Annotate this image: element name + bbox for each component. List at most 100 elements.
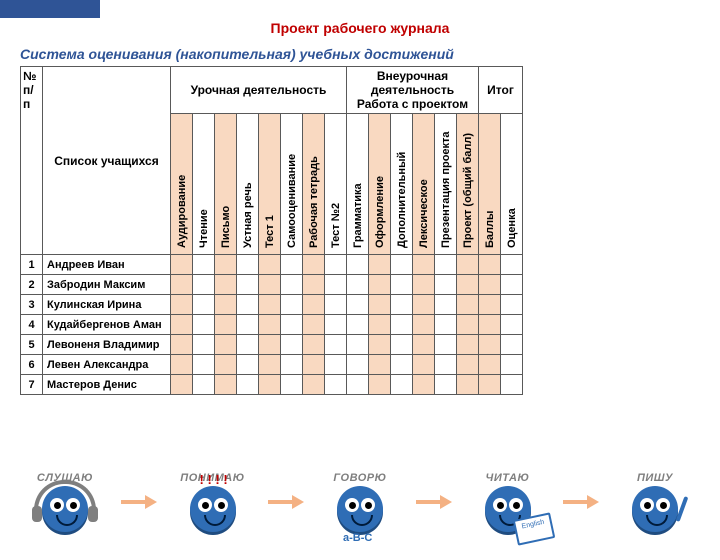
table-row: 2Забродин Максим xyxy=(21,275,523,295)
table-row: 6Левен Александра xyxy=(21,355,523,375)
cell xyxy=(171,355,193,375)
learning-steps: СЛУШАЮ ПОНИМАЮ ! ! ! ! ГОВОРЮ a-B-C ЧИТА… xyxy=(20,472,700,532)
cell xyxy=(325,315,347,335)
cell xyxy=(501,375,523,395)
cell xyxy=(237,275,259,295)
step-label: ГОВОРЮ xyxy=(333,472,386,484)
arrow-icon xyxy=(121,495,157,509)
cell xyxy=(391,255,413,275)
cell xyxy=(479,275,501,295)
table-row: 3Кулинская Ирина xyxy=(21,295,523,315)
cell xyxy=(435,315,457,335)
group-class-activity: Урочная деятельность xyxy=(171,67,347,114)
cell xyxy=(281,315,303,335)
cell xyxy=(215,255,237,275)
cell xyxy=(303,375,325,395)
cell xyxy=(479,335,501,355)
cell xyxy=(193,335,215,355)
col-11: Лексическое xyxy=(413,114,435,255)
cell xyxy=(501,255,523,275)
col-13: Проект (общий балл) xyxy=(457,114,479,255)
cell xyxy=(325,335,347,355)
col-1: Чтение xyxy=(193,114,215,255)
cell xyxy=(457,295,479,315)
step-read: ЧИТАЮ English xyxy=(463,472,553,532)
cell xyxy=(413,375,435,395)
cell xyxy=(435,255,457,275)
cell xyxy=(347,275,369,295)
grade-table: № п/п Список учащихся Урочная деятельнос… xyxy=(20,66,523,395)
row-num: 7 xyxy=(21,375,43,395)
cell xyxy=(457,355,479,375)
arrow-icon xyxy=(563,495,599,509)
cell xyxy=(391,315,413,335)
pen-icon xyxy=(676,496,689,522)
cell xyxy=(281,255,303,275)
col-num-header: № п/п xyxy=(21,67,43,255)
cell xyxy=(347,355,369,375)
cell xyxy=(193,275,215,295)
group-extracurricular: Внеурочная деятельность Работа с проекто… xyxy=(347,67,479,114)
cell xyxy=(369,375,391,395)
cell xyxy=(325,295,347,315)
col-3: Устная речь xyxy=(237,114,259,255)
cell xyxy=(369,255,391,275)
cell xyxy=(215,335,237,355)
cell xyxy=(325,375,347,395)
cell xyxy=(237,255,259,275)
cell xyxy=(193,295,215,315)
row-name: Андреев Иван xyxy=(43,255,171,275)
cell xyxy=(325,255,347,275)
cell xyxy=(369,335,391,355)
cell xyxy=(391,275,413,295)
cell xyxy=(171,315,193,335)
cell xyxy=(435,355,457,375)
row-name: Левен Александра xyxy=(43,355,171,375)
cell xyxy=(391,335,413,355)
col-8: Грамматика xyxy=(347,114,369,255)
cell xyxy=(325,355,347,375)
cell xyxy=(501,275,523,295)
step-listen: СЛУШАЮ xyxy=(20,472,110,532)
cell xyxy=(479,255,501,275)
cell xyxy=(215,275,237,295)
step-speak: ГОВОРЮ a-B-C xyxy=(315,472,405,532)
cell xyxy=(369,315,391,335)
cell xyxy=(259,315,281,335)
cell xyxy=(391,375,413,395)
cell xyxy=(501,335,523,355)
col-10: Дополнительный xyxy=(391,114,413,255)
row-name: Кулинская Ирина xyxy=(43,295,171,315)
cell xyxy=(193,355,215,375)
cell xyxy=(281,275,303,295)
cell xyxy=(171,255,193,275)
accent-bar xyxy=(0,0,100,18)
cell xyxy=(237,375,259,395)
arrow-icon xyxy=(416,495,452,509)
cell xyxy=(303,275,325,295)
group-total: Итог xyxy=(479,67,523,114)
cell xyxy=(479,315,501,335)
table-row: 7Мастеров Денис xyxy=(21,375,523,395)
cell xyxy=(435,295,457,315)
cell xyxy=(303,295,325,315)
cell xyxy=(413,275,435,295)
cell xyxy=(347,375,369,395)
cell xyxy=(413,335,435,355)
cell xyxy=(215,295,237,315)
cell xyxy=(281,375,303,395)
page-title: Проект рабочего журнала xyxy=(0,20,720,36)
cell xyxy=(259,335,281,355)
cell xyxy=(215,375,237,395)
row-name: Забродин Максим xyxy=(43,275,171,295)
face-icon: ! ! ! ! xyxy=(190,486,236,532)
row-num: 6 xyxy=(21,355,43,375)
abc-label: a-B-C xyxy=(343,532,372,544)
face-icon xyxy=(42,486,88,532)
cell xyxy=(457,255,479,275)
row-num: 1 xyxy=(21,255,43,275)
cell xyxy=(413,315,435,335)
cell xyxy=(347,335,369,355)
table-row: 1Андреев Иван xyxy=(21,255,523,275)
cell xyxy=(281,335,303,355)
